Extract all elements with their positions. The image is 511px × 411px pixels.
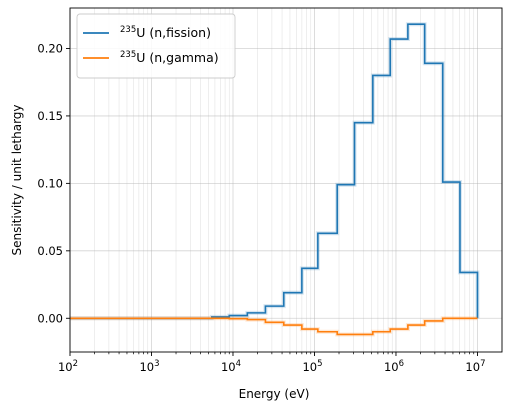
legend-entry-1: 235U (n,gamma) [120, 50, 219, 65]
series-line-1 [70, 317, 478, 336]
series-layer [70, 22, 480, 337]
y-tick-label: 0.05 [37, 244, 63, 258]
x-tick-label: 103 [139, 359, 159, 374]
y-axis-label: Sensitivity / unit lethargy [10, 104, 24, 255]
x-tick-label: 107 [465, 359, 485, 374]
x-tick-label: 104 [221, 359, 241, 374]
y-tick-label: 0.00 [37, 311, 63, 325]
y-tick-label: 0.20 [37, 41, 63, 55]
ticks: 102 103 104 105 106 107 0.00 0.05 0.10 0.15 0.20 [37, 41, 485, 374]
series-line-0 [70, 23, 479, 320]
y-tick-label: 0.15 [37, 109, 63, 123]
legend-box [76, 13, 236, 79]
plot-frame [69, 7, 503, 353]
series-band-1 [70, 316, 478, 337]
x-tick-label: 105 [302, 359, 322, 374]
x-tick-label: 106 [384, 359, 404, 374]
x-tick-label: 102 [58, 359, 78, 374]
legend-entry-0: 235U (n,fission) [120, 25, 211, 40]
legend: 235U (n,fission) 235U (n,gamma) [76, 13, 236, 79]
x-axis-label: Energy (eV) [239, 387, 310, 401]
y-tick-label: 0.10 [37, 176, 63, 190]
